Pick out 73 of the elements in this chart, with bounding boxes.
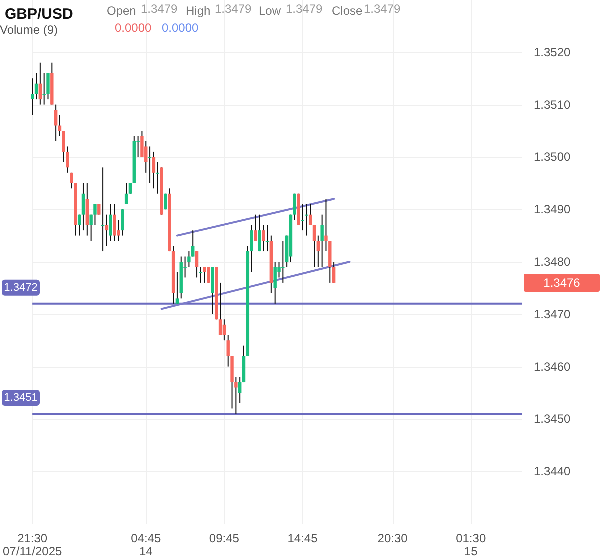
candlestick (82, 182, 86, 232)
candlestick (222, 319, 226, 342)
candlestick (250, 224, 254, 273)
candlestick (203, 266, 206, 284)
candlestick (70, 172, 74, 190)
candlestick (124, 182, 128, 205)
x-tick-label: 20:30 (378, 532, 408, 546)
y-tick-label: 1.3470 (534, 307, 572, 322)
candlestick (38, 62, 42, 106)
ref-line-label: 1.3472 (4, 282, 38, 294)
annotation: 1.3479 (215, 2, 252, 16)
x-tick-label: 14:45 (288, 532, 318, 546)
candlestick (30, 78, 34, 116)
y-tick-label: 1.3500 (534, 150, 572, 164)
candlestick (308, 204, 312, 226)
candlestick (258, 214, 262, 252)
candlestick (148, 146, 152, 184)
candlestick (238, 376, 242, 404)
annotation: Low (259, 4, 282, 18)
candlestick (90, 214, 93, 242)
candlestick (101, 167, 105, 252)
candlestick (293, 193, 297, 221)
annotation: High (186, 4, 211, 18)
chart-title: GBP/USD (5, 6, 74, 23)
ref-line-label: 1.3451 (4, 392, 38, 404)
annotation: 1.3479 (364, 2, 402, 16)
candlestick (58, 114, 62, 137)
y-tick-label: 1.3450 (534, 412, 572, 426)
text: 1.3476 (544, 276, 581, 290)
annotation: 1.3479 (286, 2, 324, 16)
candlestick (94, 204, 97, 226)
candlestick (109, 204, 112, 242)
candlestick (218, 282, 222, 336)
annotation: Close (332, 4, 364, 18)
candlestick (305, 204, 308, 236)
annotation: Volume (9) (0, 23, 58, 37)
candlestick (192, 230, 195, 258)
y-tick-label: 1.3480 (534, 255, 572, 269)
y-tick-label: 1.3440 (534, 464, 572, 479)
candlestick (266, 224, 270, 252)
candlestick (282, 240, 285, 284)
candlestick (152, 151, 156, 190)
y-tick-label: 1.3490 (534, 202, 572, 217)
annotation: Open (107, 4, 136, 18)
y-tick-label: 1.3520 (534, 45, 572, 60)
candlestick (254, 214, 258, 242)
candlestick (199, 266, 203, 284)
candlestick (207, 266, 210, 284)
x-tick-label: 01:30 15 (456, 532, 486, 558)
candlestick (332, 262, 336, 284)
candlestick (78, 214, 82, 236)
annotation: 1.3479 (141, 2, 178, 16)
annotation: 0.0000 (162, 21, 200, 35)
candlestick (195, 251, 199, 278)
candlestick (113, 204, 116, 242)
candlestick (121, 209, 124, 236)
candlestick (176, 272, 180, 304)
y-tick-label: 1.3460 (534, 360, 572, 374)
candlestick (34, 72, 38, 100)
candlestick (105, 214, 109, 247)
annotation: 0.0000 (115, 21, 152, 35)
candlestick (324, 198, 328, 252)
candlestick (316, 235, 320, 268)
candlestick (54, 104, 58, 142)
candlestick (66, 146, 70, 174)
candlestick (262, 224, 266, 252)
x-tick-label: 21:30 07/11/2025 (3, 532, 62, 558)
x-tick-label: 09:45 (209, 532, 240, 546)
x-tick-label: 04:45 14 (131, 532, 162, 558)
y-tick-label: 1.3510 (534, 98, 572, 112)
candlestick (156, 162, 160, 194)
candlestick (42, 72, 46, 106)
candlestick (312, 224, 316, 268)
